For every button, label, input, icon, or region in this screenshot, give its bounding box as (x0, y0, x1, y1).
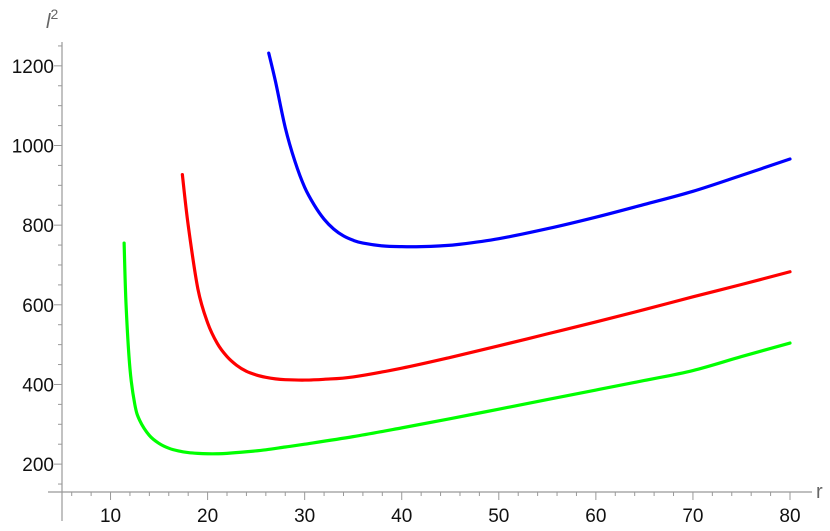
axes (48, 42, 812, 521)
x-tick-label: 50 (488, 506, 509, 527)
x-tick-label: 30 (294, 506, 315, 527)
y-tick-label: 200 (22, 455, 54, 476)
tick-labels: 10 20 30 40 50 60 70 80 200 400 600 800 1000 1200 (12, 57, 801, 527)
x-tick-label: 10 (100, 506, 121, 527)
series-line-2 (180, 172, 792, 382)
series-line-1 (267, 51, 792, 249)
series-line-3 (122, 241, 792, 456)
y-tick-label: 1000 (12, 137, 54, 158)
x-tick-label: 60 (585, 506, 606, 527)
x-tick-label: 20 (197, 506, 218, 527)
x-tick-label: 70 (682, 506, 703, 527)
y-tick-label: 1200 (12, 57, 54, 78)
x-axis-label: r (816, 481, 823, 503)
y-axis-label-base: l (46, 11, 51, 33)
y-axis-label-superscript: 2 (50, 6, 58, 22)
series-group (122, 51, 792, 456)
y-axis-label: l2 (46, 6, 58, 33)
x-tick-label: 80 (779, 506, 800, 527)
tick-marks (54, 45, 791, 500)
y-tick-label: 600 (22, 296, 54, 317)
y-tick-label: 400 (22, 375, 54, 396)
y-tick-label: 800 (22, 216, 54, 237)
x-tick-label: 40 (391, 506, 412, 527)
